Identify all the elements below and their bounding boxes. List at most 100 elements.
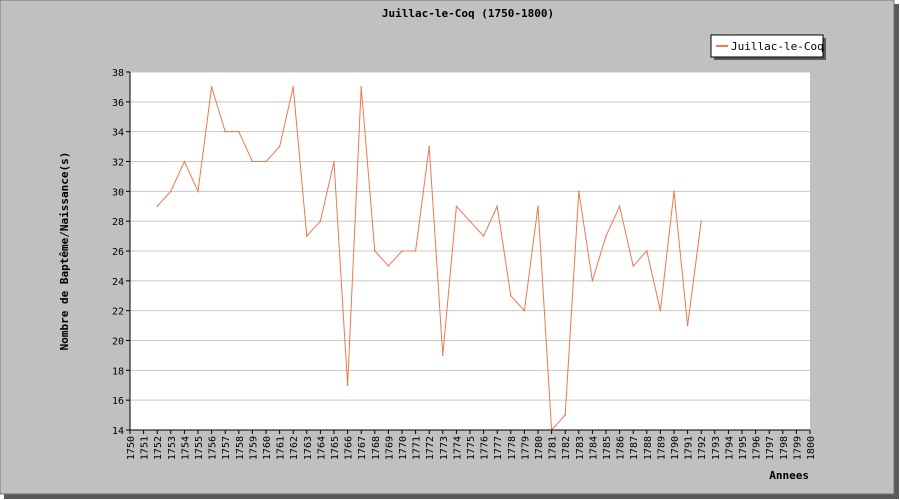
x-tick-label: 1785 xyxy=(602,436,613,460)
x-tick-label: 1778 xyxy=(507,436,518,460)
x-tick-label: 1765 xyxy=(330,436,341,460)
x-tick-label: 1764 xyxy=(316,436,327,460)
x-tick-label: 1780 xyxy=(534,436,545,460)
x-tick-label: 1753 xyxy=(167,436,178,460)
y-tick-label: 36 xyxy=(112,98,124,109)
data-point xyxy=(170,190,172,193)
data-point xyxy=(414,250,417,252)
x-tick-label: 1761 xyxy=(276,436,287,460)
data-point xyxy=(156,205,158,208)
x-tick-label: 1775 xyxy=(466,436,477,460)
x-tick-label: 1750 xyxy=(126,436,137,460)
x-tick-label: 1776 xyxy=(480,436,491,460)
y-tick-label: 28 xyxy=(112,217,124,228)
y-tick-label: 26 xyxy=(112,247,124,258)
y-tick-label: 32 xyxy=(112,158,124,169)
x-axis-label: Annees xyxy=(769,469,809,482)
x-tick-label: 1789 xyxy=(656,436,667,460)
x-tick-label: 1786 xyxy=(616,436,627,460)
data-point xyxy=(564,414,566,416)
x-tick-label: 1752 xyxy=(153,436,164,460)
data-point xyxy=(346,384,349,387)
data-point xyxy=(537,205,539,208)
x-tick-label: 1781 xyxy=(548,436,559,460)
x-tick-label: 1762 xyxy=(289,436,300,460)
data-point xyxy=(224,130,226,133)
data-point xyxy=(605,235,607,237)
y-tick-label: 22 xyxy=(112,307,124,318)
x-tick-label: 1754 xyxy=(180,436,191,460)
data-point xyxy=(319,220,322,222)
x-tick-label: 1791 xyxy=(684,436,695,460)
data-point xyxy=(646,250,648,252)
data-point xyxy=(387,265,390,267)
y-axis-ticks: 14 16 18 20 22 24 26 28 30 32 34 36 38 xyxy=(112,68,130,437)
data-point xyxy=(278,145,281,148)
x-tick-label: 1751 xyxy=(140,436,151,460)
y-tick-label: 14 xyxy=(112,426,124,437)
data-point xyxy=(578,190,580,193)
legend: Juillac-le-Coq xyxy=(710,34,826,60)
data-point xyxy=(401,250,403,252)
data-point xyxy=(251,160,254,163)
data-point xyxy=(632,265,634,267)
y-tick-label: 16 xyxy=(112,396,124,407)
data-point xyxy=(510,294,512,297)
y-tick-label: 34 xyxy=(112,128,124,139)
x-tick-label: 1758 xyxy=(235,436,246,460)
x-tick-label: 1770 xyxy=(398,436,409,460)
x-tick-label: 1797 xyxy=(765,436,776,460)
x-tick-label: 1769 xyxy=(384,436,395,460)
x-tick-label: 1799 xyxy=(792,436,803,460)
data-point xyxy=(292,86,295,88)
data-point xyxy=(333,160,335,163)
x-tick-label: 1800 xyxy=(806,436,817,460)
x-tick-label: 1779 xyxy=(520,436,531,460)
y-tick-label: 18 xyxy=(112,366,124,377)
x-tick-label: 1766 xyxy=(344,436,355,460)
x-tick-label: 1772 xyxy=(425,436,436,460)
y-axis-label: Nombre de Baptême/Naissance(s) xyxy=(58,152,71,351)
y-tick-label: 20 xyxy=(112,337,124,348)
y-tick-label: 38 xyxy=(112,68,124,79)
x-tick-label: 1756 xyxy=(208,436,219,460)
x-tick-label: 1777 xyxy=(493,436,504,460)
x-tick-label: 1771 xyxy=(412,436,423,460)
data-point xyxy=(265,160,267,163)
data-point xyxy=(673,190,675,193)
x-tick-label: 1755 xyxy=(194,436,205,460)
data-point xyxy=(469,220,471,222)
x-tick-label: 1792 xyxy=(697,436,708,460)
x-tick-label: 1760 xyxy=(262,436,273,460)
x-tick-label: 1782 xyxy=(561,436,572,460)
y-tick-label: 24 xyxy=(112,277,124,288)
data-point xyxy=(238,130,240,133)
x-tick-label: 1793 xyxy=(711,436,722,460)
x-tick-label: 1796 xyxy=(752,436,763,460)
x-tick-label: 1783 xyxy=(575,436,586,460)
x-tick-label: 1767 xyxy=(357,436,368,460)
legend-box xyxy=(710,34,824,58)
data-point xyxy=(183,160,186,163)
x-tick-label: 1798 xyxy=(779,436,790,460)
y-tick-label: 30 xyxy=(112,187,124,198)
x-tick-label: 1773 xyxy=(439,436,450,460)
data-point xyxy=(496,205,499,208)
x-axis-ticks: 1750 1751 1752 1753 1754 1755 1756 1757 1758 1759… xyxy=(126,430,817,460)
data-point xyxy=(210,86,213,88)
x-tick-label: 1774 xyxy=(452,436,463,460)
x-tick-label: 1788 xyxy=(643,436,654,460)
data-point xyxy=(618,205,621,208)
x-tick-label: 1790 xyxy=(670,436,681,460)
data-point xyxy=(197,190,199,193)
data-point xyxy=(360,86,363,88)
data-point xyxy=(523,309,526,312)
x-tick-label: 1784 xyxy=(588,436,599,460)
x-tick-label: 1787 xyxy=(629,436,640,460)
x-tick-label: 1795 xyxy=(738,436,749,460)
chart-title: Juillac-le-Coq (1750-1800) xyxy=(382,7,554,20)
x-tick-label: 1763 xyxy=(303,436,314,460)
data-point xyxy=(374,250,376,252)
data-point xyxy=(591,280,594,282)
